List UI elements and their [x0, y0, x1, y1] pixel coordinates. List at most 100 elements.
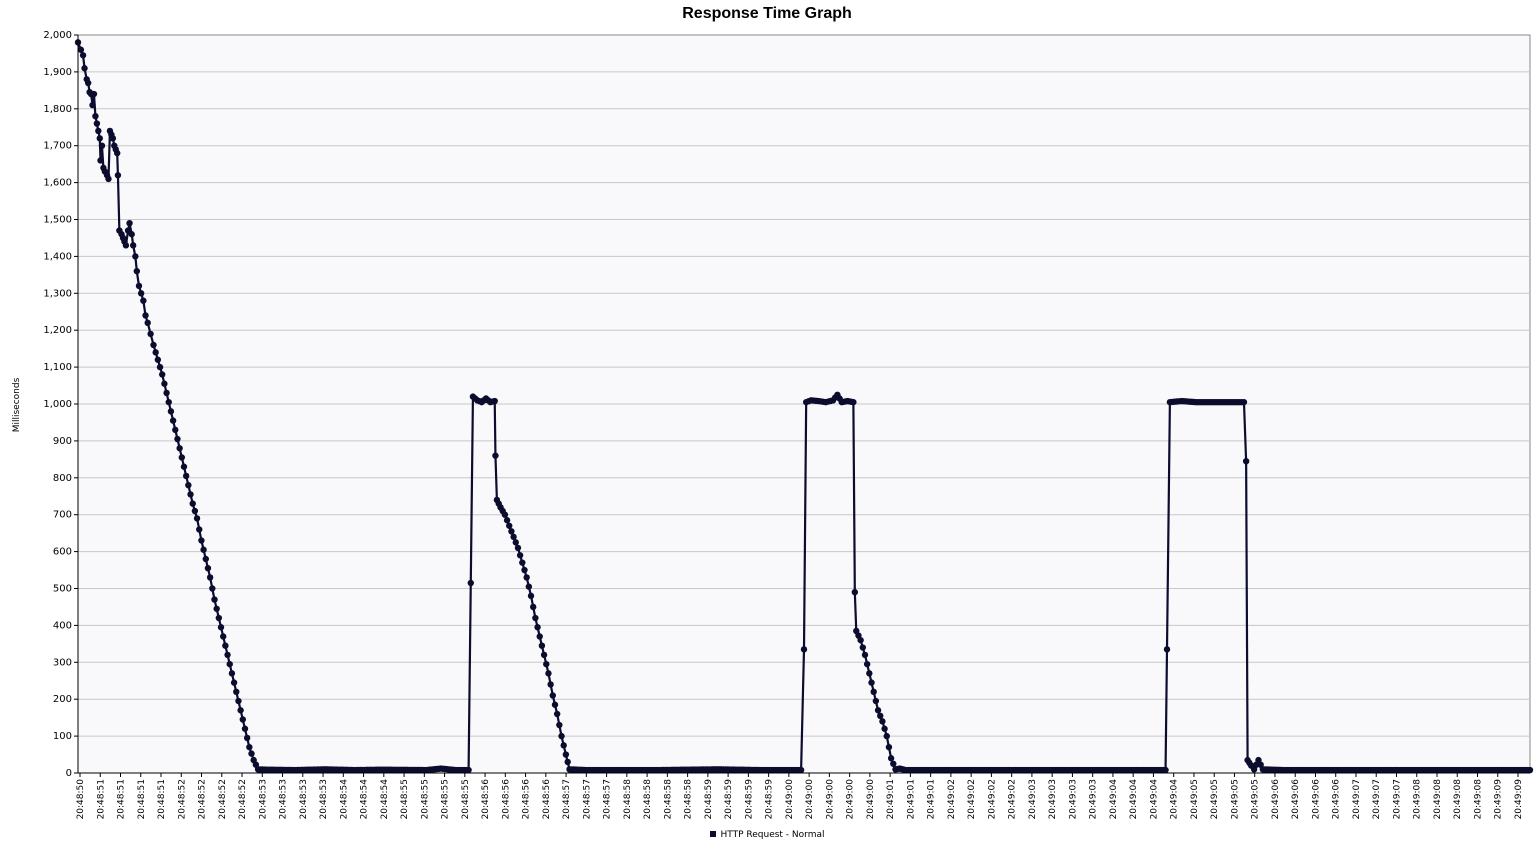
data-point — [243, 734, 251, 742]
data-point — [81, 65, 88, 72]
data-point — [196, 526, 203, 533]
data-point — [562, 751, 570, 758]
data-point — [140, 297, 147, 304]
x-tick-label: 20:48:52 — [218, 779, 228, 819]
x-tick-label: 20:48:52 — [198, 779, 208, 819]
x-tick-label: 20:48:53 — [258, 779, 268, 819]
x-tick-label: 20:48:58 — [643, 779, 653, 820]
data-point — [863, 660, 871, 668]
data-point — [553, 710, 561, 718]
data-point — [501, 511, 509, 518]
grid-lines — [78, 71, 1530, 737]
data-point — [516, 552, 524, 559]
data-point — [109, 135, 117, 142]
data-point — [189, 500, 196, 507]
x-tick-label: 20:49:08 — [1433, 779, 1443, 820]
x-tick-label: 20:49:00 — [785, 779, 795, 820]
x-tick-label: 20:48:51 — [117, 779, 127, 819]
y-tick-label: 0 — [66, 768, 72, 779]
x-tick-label: 20:49:00 — [846, 779, 856, 820]
data-point — [510, 533, 517, 541]
x-tick-label: 20:48:54 — [339, 779, 349, 820]
data-point — [558, 732, 565, 740]
data-point — [877, 712, 884, 719]
data-point — [540, 651, 548, 659]
data-point — [868, 679, 875, 686]
data-point — [492, 452, 499, 459]
x-tick-label: 20:49:01 — [927, 779, 937, 819]
data-point — [174, 435, 181, 443]
y-axis-ticks: 0 100 200 300 400 500 600 700 800 900 1,000 1,100 1,… — [43, 30, 78, 779]
data-point — [84, 79, 92, 87]
x-tick-label: 20:48:56 — [522, 779, 532, 820]
data-point — [230, 679, 238, 686]
x-tick-label: 20:49:00 — [825, 779, 835, 820]
data-point — [1242, 457, 1250, 465]
x-tick-label: 20:49:05 — [1210, 779, 1220, 819]
x-tick-label: 20:49:04 — [1170, 779, 1180, 820]
data-point — [233, 688, 240, 696]
data-point — [129, 242, 137, 249]
data-point — [79, 52, 87, 59]
x-tick-label: 20:49:06 — [1291, 779, 1301, 820]
data-point — [202, 555, 209, 563]
x-tick-label: 20:49:05 — [1230, 779, 1240, 819]
data-point — [215, 614, 223, 622]
data-point — [797, 766, 805, 774]
data-point — [142, 312, 149, 319]
y-tick-label: 1,700 — [43, 141, 72, 152]
data-point — [198, 537, 205, 544]
data-point — [180, 463, 188, 470]
y-tick-label: 1,000 — [43, 399, 72, 410]
x-tick-label: 20:49:03 — [1089, 779, 1099, 819]
x-tick-label: 20:48:51 — [96, 779, 106, 819]
x-tick-label: 20:48:58 — [663, 779, 673, 820]
data-point — [144, 319, 151, 327]
data-point — [536, 633, 543, 640]
x-tick-label: 20:49:09 — [1514, 779, 1524, 820]
data-point — [152, 349, 159, 356]
series-http-request-normal — [74, 39, 1534, 774]
y-tick-label: 900 — [53, 436, 72, 447]
data-point — [859, 644, 867, 651]
y-tick-label: 600 — [53, 547, 72, 558]
x-tick-label: 20:48:58 — [623, 779, 633, 820]
data-point — [96, 135, 103, 142]
x-tick-label: 20:49:00 — [805, 779, 815, 820]
data-point — [514, 544, 522, 552]
data-point — [224, 651, 231, 659]
y-tick-label: 1,500 — [43, 215, 72, 226]
data-point — [503, 517, 511, 524]
x-tick-label: 20:48:52 — [238, 779, 248, 819]
x-tick-label: 20:48:51 — [137, 779, 147, 819]
y-tick-label: 1,400 — [43, 251, 72, 262]
data-point — [564, 758, 571, 766]
x-tick-label: 20:48:53 — [279, 779, 289, 819]
x-tick-label: 20:48:59 — [724, 779, 734, 820]
data-point — [874, 707, 882, 714]
x-tick-label: 20:49:04 — [1129, 779, 1139, 820]
data-point — [523, 574, 530, 581]
data-point — [178, 454, 186, 461]
data-point — [545, 670, 552, 677]
data-point — [135, 282, 143, 290]
data-point — [534, 624, 541, 631]
data-point — [883, 732, 890, 740]
data-point — [167, 408, 175, 415]
x-tick-label: 20:49:01 — [886, 779, 896, 819]
x-tick-label: 20:48:55 — [441, 779, 451, 819]
x-tick-label: 20:48:59 — [704, 779, 714, 820]
data-point — [161, 380, 168, 387]
data-point — [525, 583, 533, 590]
data-point — [248, 750, 255, 757]
data-point — [465, 766, 472, 774]
data-point — [872, 697, 880, 705]
data-point — [114, 149, 121, 157]
data-point — [890, 760, 897, 767]
x-tick-label: 20:49:05 — [1190, 779, 1200, 819]
x-tick-label: 20:48:54 — [380, 779, 390, 820]
data-point — [90, 90, 98, 98]
x-tick-label: 20:49:07 — [1352, 779, 1362, 819]
data-point — [114, 172, 122, 179]
x-tick-label: 20:49:05 — [1251, 779, 1261, 819]
